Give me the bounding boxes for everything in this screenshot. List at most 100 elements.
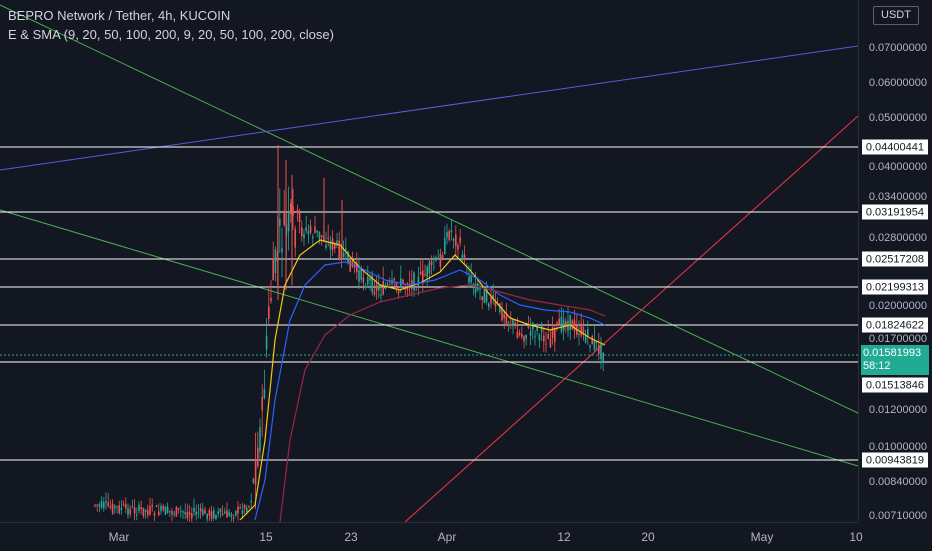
chart-pane[interactable]: BEPRO Network / Tether, 4h, KUCOIN E & S… bbox=[0, 0, 858, 522]
candle-body bbox=[503, 313, 505, 319]
candle-body bbox=[595, 341, 598, 343]
price-axis[interactable]: USDT 0.07000000 0.06000000 0.05000000 0.… bbox=[858, 0, 932, 522]
candle-body bbox=[296, 209, 299, 213]
time-tick: 23 bbox=[344, 530, 358, 544]
candle-body bbox=[307, 230, 310, 235]
level-label: 0.01824622 bbox=[861, 316, 929, 334]
candle-body bbox=[294, 228, 296, 248]
candle-body bbox=[298, 212, 301, 223]
candle-body bbox=[164, 507, 167, 515]
current-price-value: 0.01581993 bbox=[863, 347, 922, 359]
time-axis[interactable]: Mar 15 23 Apr 12 20 May 10 bbox=[0, 522, 863, 551]
candle-body bbox=[404, 286, 406, 288]
candle-body bbox=[239, 507, 241, 509]
candle-body bbox=[538, 334, 541, 340]
candle-body bbox=[213, 510, 215, 518]
price-tick: 0.06000000 bbox=[868, 77, 927, 89]
candle-body bbox=[457, 245, 459, 250]
candle-body bbox=[389, 281, 391, 283]
candle-body bbox=[485, 288, 488, 302]
candle-body bbox=[547, 333, 549, 339]
candle-body bbox=[591, 335, 593, 344]
time-tick: 15 bbox=[259, 530, 273, 544]
candle-body bbox=[395, 282, 398, 287]
candle-body bbox=[459, 237, 461, 243]
candle-body bbox=[252, 478, 255, 483]
candle-body bbox=[336, 240, 338, 246]
candle-body bbox=[433, 266, 435, 268]
candle-body bbox=[444, 238, 446, 255]
candle-body bbox=[512, 319, 514, 325]
candle-body bbox=[461, 254, 464, 260]
price-tick: 0.01200000 bbox=[868, 404, 927, 416]
time-tick: 12 bbox=[557, 530, 571, 544]
candle-countdown: 58:12 bbox=[863, 360, 891, 372]
candle-body bbox=[133, 507, 136, 514]
candle-body bbox=[562, 319, 565, 331]
sma-long-line bbox=[279, 284, 606, 522]
price-tick: 0.02800000 bbox=[868, 232, 927, 244]
candle-body bbox=[598, 344, 600, 355]
candle-body bbox=[120, 507, 123, 511]
candle-body bbox=[340, 247, 343, 260]
candle-body bbox=[226, 510, 228, 518]
candle-body bbox=[186, 511, 189, 519]
candle-body bbox=[369, 277, 371, 281]
candle-body bbox=[182, 511, 184, 513]
candle-body bbox=[195, 511, 197, 515]
candle-body bbox=[338, 240, 340, 259]
indicator-legend[interactable]: E & SMA (9, 20, 50, 100, 200, 9, 20, 50,… bbox=[8, 27, 334, 42]
candle-body bbox=[463, 254, 466, 258]
candle-body bbox=[305, 227, 307, 231]
candle-body bbox=[525, 334, 527, 339]
candle-body bbox=[470, 275, 472, 283]
candle-body bbox=[349, 259, 351, 272]
candle-body bbox=[116, 506, 118, 508]
time-tick: Mar bbox=[108, 530, 130, 544]
candle-body bbox=[551, 327, 554, 338]
candle-body bbox=[166, 506, 169, 513]
candle-body bbox=[175, 506, 178, 517]
candle-body bbox=[510, 324, 512, 326]
candle-body bbox=[136, 514, 138, 516]
candle-body bbox=[362, 277, 365, 283]
candle-body bbox=[188, 512, 191, 516]
candle-body bbox=[556, 322, 558, 326]
candle-body bbox=[600, 343, 602, 360]
candle-body bbox=[558, 318, 560, 325]
candle-body bbox=[149, 506, 151, 515]
candle-body bbox=[235, 511, 237, 516]
candle-body bbox=[521, 333, 523, 338]
level-label: 0.02517208 bbox=[861, 250, 929, 268]
candle-body bbox=[505, 316, 508, 326]
price-tick: 0.00710000 bbox=[868, 510, 927, 522]
candle-body bbox=[221, 514, 224, 516]
candle-body bbox=[208, 509, 211, 516]
candle-body bbox=[514, 322, 516, 326]
candle-body bbox=[144, 509, 147, 512]
price-chart[interactable] bbox=[0, 0, 858, 522]
candle-body bbox=[360, 267, 362, 280]
candle-body bbox=[314, 226, 316, 233]
candle-body bbox=[224, 511, 226, 514]
candle-body bbox=[534, 335, 536, 337]
candle-body bbox=[549, 338, 552, 348]
candle-body bbox=[455, 234, 457, 247]
candle-body bbox=[320, 235, 323, 238]
candle-body bbox=[248, 506, 250, 508]
candle-body bbox=[129, 509, 131, 515]
candle-body bbox=[422, 270, 424, 284]
candle-body bbox=[527, 325, 530, 328]
candle-body bbox=[529, 331, 532, 336]
candle-body bbox=[587, 329, 589, 337]
trendline-red bbox=[404, 115, 858, 522]
candle-body bbox=[151, 505, 153, 507]
candle-body bbox=[584, 334, 587, 343]
currency-selector[interactable]: USDT bbox=[873, 6, 919, 25]
level-label: 0.03191954 bbox=[861, 203, 929, 221]
candle-body bbox=[279, 218, 281, 227]
price-tick: 0.03400000 bbox=[868, 191, 927, 203]
candle-body bbox=[518, 332, 521, 336]
candle-body bbox=[580, 323, 582, 336]
candle-body bbox=[292, 206, 294, 216]
